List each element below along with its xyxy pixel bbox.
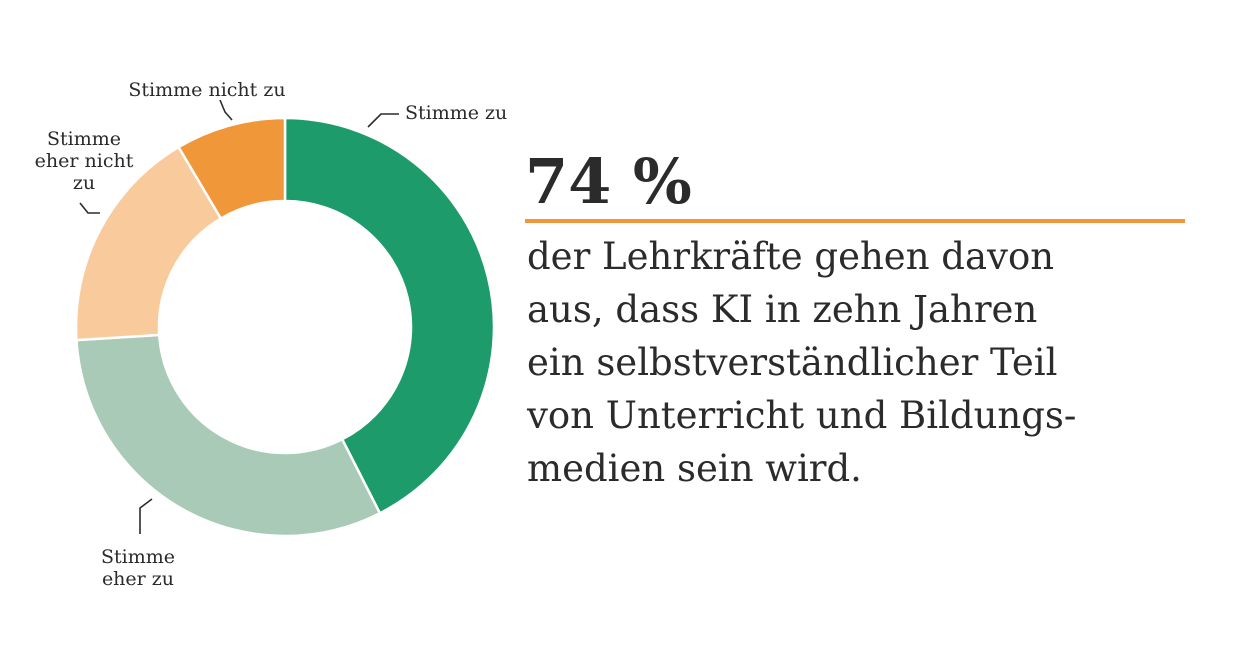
leader-stimme-eher-zu <box>139 498 153 534</box>
stat-description-line: medien sein wird. <box>527 447 862 490</box>
slice-label-line: eher zu <box>102 568 174 590</box>
leader-stimme-zu <box>367 113 399 128</box>
slice-label-line: Stimme zu <box>405 102 507 124</box>
label-stimme-zu: Stimme zu <box>405 102 507 124</box>
label-stimme-nicht-zu: Stimme nicht zu <box>128 79 285 101</box>
leader-stimme-nicht-zu <box>219 99 233 121</box>
slice-stimme-eher-nicht-zu <box>74 145 223 342</box>
label-stimme-eher-nicht-zu: Stimme eher nicht zu <box>35 128 134 194</box>
donut-slices <box>74 116 496 538</box>
leader-stimme-eher-nicht-zu <box>79 202 100 214</box>
slice-stimme-nicht-zu <box>176 116 287 221</box>
slice-label-line: zu <box>73 172 95 194</box>
slice-label-line: Stimme nicht zu <box>128 79 285 101</box>
stat-description: der Lehrkräfte gehen davon aus, dass KI … <box>527 230 1187 495</box>
slice-label-line: Stimme <box>47 128 121 150</box>
slice-label-line: Stimme <box>101 546 175 568</box>
slice-stimme-zu <box>283 116 496 515</box>
slice-label-line: eher nicht <box>35 150 134 172</box>
label-stimme-eher-zu: Stimme eher zu <box>101 546 175 590</box>
stat-description-line: aus, dass KI in zehn Jahren <box>527 288 1038 331</box>
leader-lines <box>79 99 399 534</box>
stat-description-line: der Lehrkräfte gehen davon <box>527 235 1055 278</box>
stat-percentage: 74 % <box>525 145 692 218</box>
stat-description-line: ein selbstverständlicher Teil <box>527 341 1058 384</box>
slice-stimme-eher-zu <box>75 333 382 538</box>
stat-divider <box>525 219 1185 223</box>
stat-description-line: von Unterricht und Bildungs- <box>527 394 1077 437</box>
